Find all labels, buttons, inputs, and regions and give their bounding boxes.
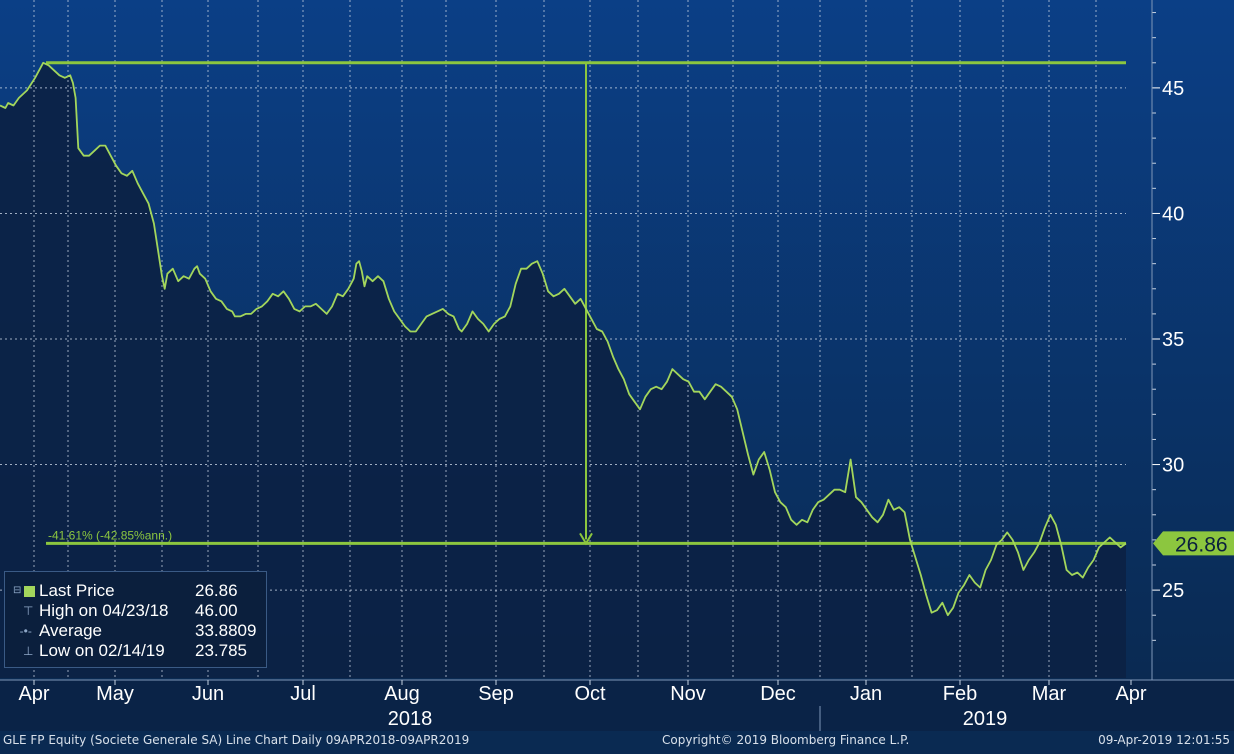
legend-label: Average [39, 621, 103, 640]
price-line [0, 61, 1127, 617]
legend-value: 26.86 [195, 581, 238, 600]
last-price-badge-label: 26.86 [1175, 533, 1228, 556]
legend-label: Last Price [39, 581, 115, 600]
low-marker-icon: ⊥ [13, 644, 34, 658]
last-price-badge [1153, 531, 1234, 556]
change-label: -41.61% (-42.85%ann.) [48, 528, 172, 542]
year-label: 2019 [963, 708, 1008, 730]
x-tick-label: Oct [574, 683, 606, 705]
y-tick-label: 45 [1162, 78, 1184, 100]
legend-row-high: ⊤ High on 04/23/18 46.00 [13, 601, 266, 621]
x-tick-label: May [96, 683, 134, 705]
x-tick-label: Jan [850, 683, 882, 705]
x-tick-label: Sep [478, 683, 514, 705]
legend-value: 23.785 [195, 641, 247, 660]
y-tick-label: 40 [1162, 203, 1184, 225]
x-tick-label: Dec [760, 683, 796, 705]
y-tick-label: 35 [1162, 329, 1184, 351]
legend-row-average: -•- Average 33.8809 [13, 621, 266, 641]
y-tick-label: 25 [1162, 580, 1184, 602]
legend-row-low: ⊥ Low on 02/14/19 23.785 [13, 641, 266, 661]
x-tick-label: Nov [670, 683, 706, 705]
x-tick-label: Jun [192, 683, 224, 705]
footer-ticker: GLE FP Equity (Societe Generale SA) Line… [3, 733, 470, 747]
change-arrow-head [579, 532, 593, 546]
high-marker-icon: ⊤ [13, 604, 34, 618]
footer-timestamp: 09-Apr-2019 12:01:55 [1098, 733, 1230, 747]
legend-label: Low on 02/14/19 [39, 641, 165, 660]
year-label: 2018 [388, 708, 433, 730]
average-marker-icon: -•- [13, 624, 32, 638]
legend-square-icon: ⊟ [13, 581, 39, 601]
x-tick-label: Feb [943, 683, 977, 705]
price-area [0, 62, 1126, 679]
y-tick-label: 30 [1162, 455, 1184, 477]
legend-row-last-price: ⊟ Last Price 26.86 [13, 581, 266, 601]
legend-label: High on 04/23/18 [39, 601, 169, 620]
x-tick-label: Aug [384, 683, 420, 705]
footer-bar: GLE FP Equity (Societe Generale SA) Line… [0, 731, 1234, 749]
x-tick-label: Apr [1115, 683, 1146, 705]
footer-copyright: Copyright© 2019 Bloomberg Finance L.P. [662, 733, 910, 747]
legend-value: 33.8809 [195, 621, 257, 640]
legend-box: ⊟ Last Price 26.86 ⊤ High on 04/23/18 46… [4, 571, 267, 668]
x-tick-label: Apr [18, 683, 49, 705]
x-tick-label: Jul [290, 683, 316, 705]
legend-value: 46.00 [195, 601, 238, 620]
x-axis-strip [0, 680, 1234, 731]
x-tick-label: Mar [1032, 683, 1067, 705]
